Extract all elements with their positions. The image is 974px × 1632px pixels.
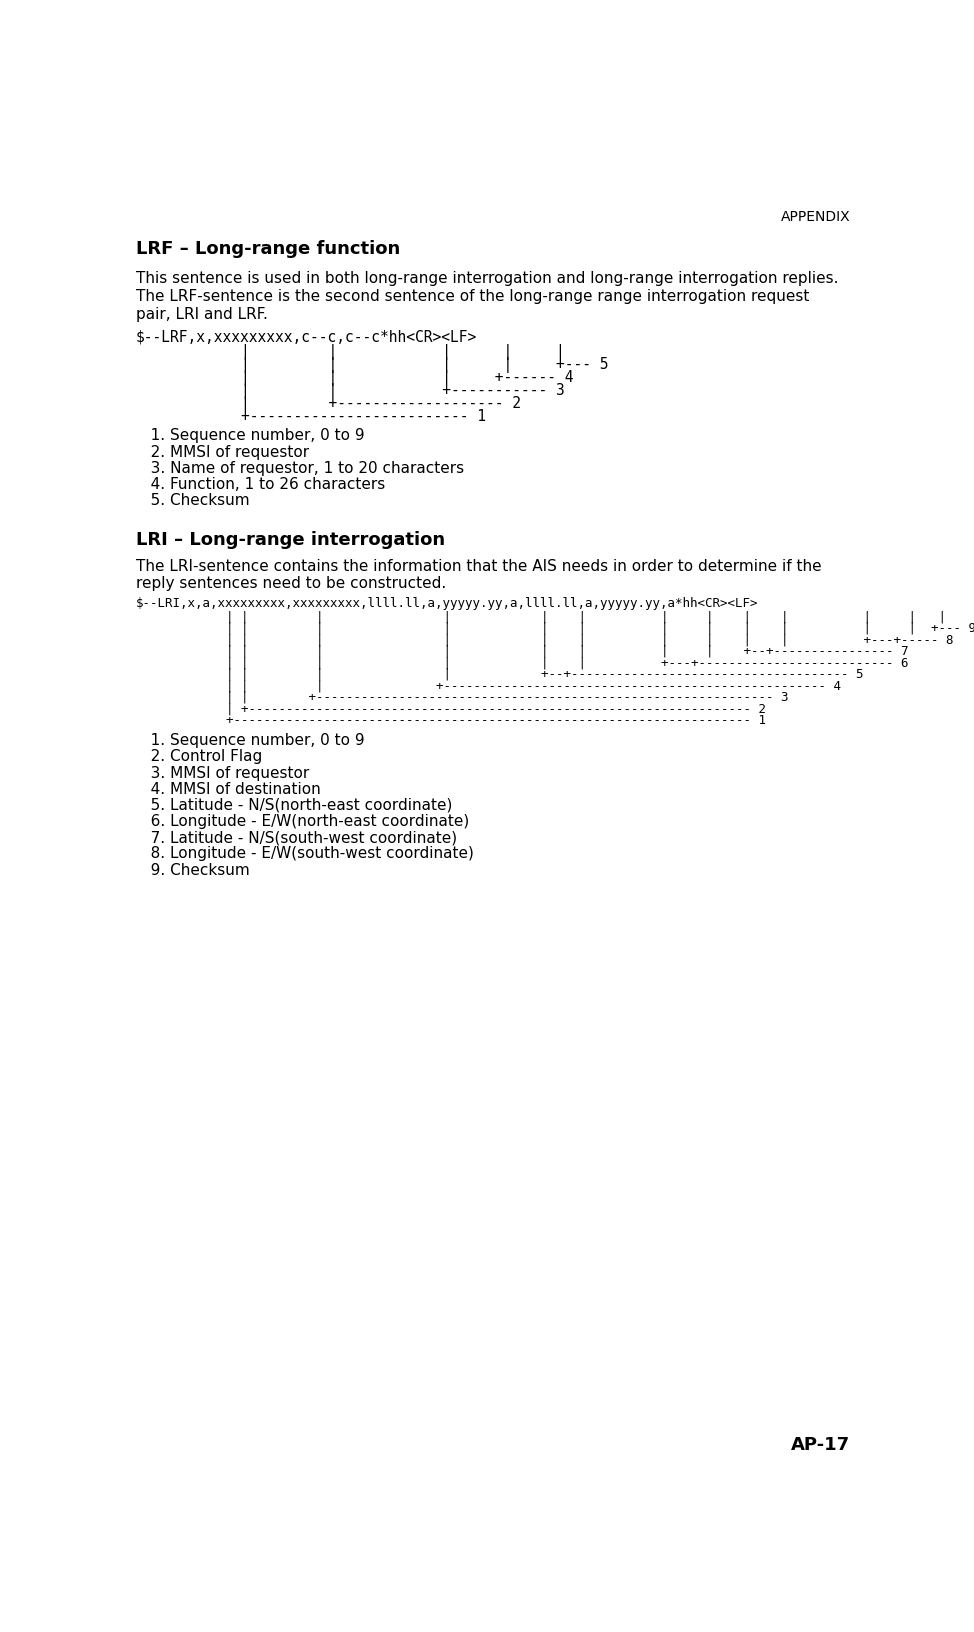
Text: | |         |               +---------------------------------------------------: | | | +---------------------------------…	[135, 679, 841, 692]
Text: |         |            |      |     +--- 5: | | | | +--- 5	[135, 357, 608, 372]
Text: The LRF-sentence is the second sentence of the long-range range interrogation re: The LRF-sentence is the second sentence …	[135, 289, 809, 304]
Text: | |         |                |            |    |          |     |    |    |     : | | | | | | | | | |	[135, 633, 954, 646]
Text: 5. Latitude - N/S(north-east coordinate): 5. Latitude - N/S(north-east coordinate)	[135, 798, 452, 813]
Text: $--LRF,x,xxxxxxxxx,c--c,c--c*hh<CR><LF>: $--LRF,x,xxxxxxxxx,c--c,c--c*hh<CR><LF>	[135, 330, 477, 344]
Text: This sentence is used in both long-range interrogation and long-range interrogat: This sentence is used in both long-range…	[135, 271, 839, 286]
Text: | |         |                |            |    |          |     |    +--+-------: | | | | | | | | +--+-------	[135, 645, 908, 658]
Text: $--LRI,x,a,xxxxxxxxx,xxxxxxxxx,llll.ll,a,yyyyy.yy,a,llll.ll,a,yyyyy.yy,a*hh<CR><: $--LRI,x,a,xxxxxxxxx,xxxxxxxxx,llll.ll,a…	[135, 597, 758, 610]
Text: 8. Longitude - E/W(south-west coordinate): 8. Longitude - E/W(south-west coordinate…	[135, 847, 473, 862]
Text: 4. Function, 1 to 26 characters: 4. Function, 1 to 26 characters	[135, 477, 385, 491]
Text: | |         |                |            +--+----------------------------------: | | | | +--+----------------------------…	[135, 667, 863, 681]
Text: LRF – Long-range function: LRF – Long-range function	[135, 240, 400, 258]
Text: | |        +------------------------------------------------------------- 3: | | +-----------------------------------…	[135, 690, 788, 703]
Text: 2. Control Flag: 2. Control Flag	[135, 749, 262, 764]
Text: APPENDIX: APPENDIX	[780, 209, 850, 224]
Text: 1. Sequence number, 0 to 9: 1. Sequence number, 0 to 9	[135, 733, 364, 749]
Text: 5. Checksum: 5. Checksum	[135, 493, 249, 508]
Text: +--------------------------------------------------------------------- 1: +---------------------------------------…	[135, 715, 766, 726]
Text: +------------------------- 1: +------------------------- 1	[135, 410, 486, 424]
Text: 2. MMSI of requestor: 2. MMSI of requestor	[135, 444, 309, 460]
Text: 6. Longitude - E/W(north-east coordinate): 6. Longitude - E/W(north-east coordinate…	[135, 814, 468, 829]
Text: LRI – Long-range interrogation: LRI – Long-range interrogation	[135, 530, 445, 548]
Text: | +------------------------------------------------------------------- 2: | +-------------------------------------…	[135, 702, 766, 715]
Text: 3. MMSI of requestor: 3. MMSI of requestor	[135, 765, 309, 780]
Text: The LRI-sentence contains the information that the AIS needs in order to determi: The LRI-sentence contains the informatio…	[135, 558, 821, 573]
Text: |         |            +----------- 3: | | +----------- 3	[135, 384, 565, 398]
Text: | |         |                |            |    |          +---+-----------------: | | | | | | +---+-----------------	[135, 656, 908, 669]
Text: 1. Sequence number, 0 to 9: 1. Sequence number, 0 to 9	[135, 428, 364, 444]
Text: 9. Checksum: 9. Checksum	[135, 863, 249, 878]
Text: |         |            |      |     |: | | | | |	[135, 344, 565, 359]
Text: |         +------------------- 2: | +------------------- 2	[135, 397, 521, 411]
Text: | |         |                |            |    |          |     |    |    |     : | | | | | | | | | |	[135, 610, 946, 623]
Text: AP-17: AP-17	[791, 1436, 850, 1454]
Text: 3. Name of requestor, 1 to 20 characters: 3. Name of requestor, 1 to 20 characters	[135, 460, 464, 475]
Text: 7. Latitude - N/S(south-west coordinate): 7. Latitude - N/S(south-west coordinate)	[135, 831, 457, 845]
Text: | |         |                |            |    |          |     |    |    |     : | | | | | | | | | |	[135, 622, 974, 635]
Text: 4. MMSI of destination: 4. MMSI of destination	[135, 782, 320, 796]
Text: reply sentences need to be constructed.: reply sentences need to be constructed.	[135, 576, 446, 591]
Text: pair, LRI and LRF.: pair, LRI and LRF.	[135, 307, 268, 322]
Text: |         |            |     +------ 4: | | | +------ 4	[135, 370, 574, 385]
